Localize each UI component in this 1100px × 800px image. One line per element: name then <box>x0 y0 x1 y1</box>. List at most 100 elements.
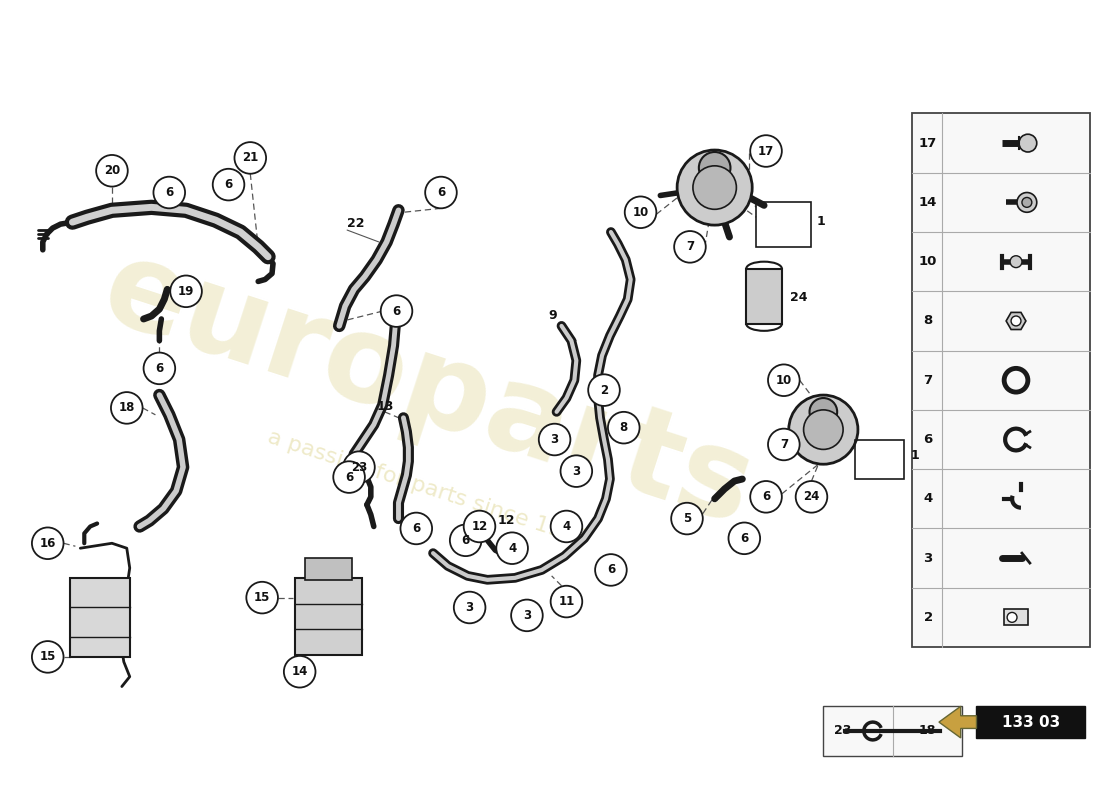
Bar <box>305 558 352 580</box>
Circle shape <box>1011 316 1021 326</box>
Text: 17: 17 <box>758 145 774 158</box>
Circle shape <box>750 481 782 513</box>
Circle shape <box>625 197 657 228</box>
Bar <box>977 706 1086 738</box>
Text: 12: 12 <box>472 520 487 533</box>
Circle shape <box>588 374 619 406</box>
Circle shape <box>450 525 482 556</box>
Text: 7: 7 <box>686 240 694 254</box>
Text: 4: 4 <box>924 492 933 506</box>
Text: 18: 18 <box>918 725 936 738</box>
Circle shape <box>96 155 128 186</box>
Text: 10: 10 <box>632 206 649 218</box>
Circle shape <box>674 231 706 262</box>
Bar <box>855 439 904 479</box>
Circle shape <box>789 395 858 464</box>
Text: 1: 1 <box>816 215 825 228</box>
Text: 133 03: 133 03 <box>1002 714 1060 730</box>
Circle shape <box>426 177 456 208</box>
Circle shape <box>750 135 782 167</box>
Circle shape <box>551 586 582 618</box>
Circle shape <box>32 641 64 673</box>
Text: europarts: europarts <box>89 230 768 550</box>
Text: 19: 19 <box>178 285 195 298</box>
Text: 18: 18 <box>119 402 135 414</box>
Text: 6: 6 <box>412 522 420 535</box>
Circle shape <box>153 177 185 208</box>
Circle shape <box>1022 198 1032 207</box>
Text: 11: 11 <box>559 595 574 608</box>
Circle shape <box>671 502 703 534</box>
Text: 10: 10 <box>918 255 937 268</box>
Polygon shape <box>939 706 977 738</box>
Circle shape <box>810 398 837 426</box>
Circle shape <box>400 513 432 544</box>
Circle shape <box>246 582 278 614</box>
Circle shape <box>170 275 202 307</box>
Circle shape <box>144 353 175 384</box>
Circle shape <box>795 481 827 513</box>
Text: 6: 6 <box>437 186 446 199</box>
Circle shape <box>804 410 843 450</box>
Text: 21: 21 <box>242 151 258 165</box>
Text: 6: 6 <box>345 470 353 483</box>
Circle shape <box>1018 193 1037 212</box>
Circle shape <box>1008 613 1018 622</box>
Circle shape <box>333 462 365 493</box>
Text: 5: 5 <box>683 512 691 525</box>
Circle shape <box>111 392 143 424</box>
Bar <box>823 706 961 756</box>
Text: 14: 14 <box>292 666 308 678</box>
Circle shape <box>595 554 627 586</box>
Bar <box>1004 610 1027 626</box>
Text: 3: 3 <box>572 465 581 478</box>
Text: 15: 15 <box>254 591 271 604</box>
Text: 3: 3 <box>924 551 933 565</box>
Text: 17: 17 <box>918 137 937 150</box>
Text: 6: 6 <box>462 534 470 547</box>
Circle shape <box>464 510 495 542</box>
Text: 4: 4 <box>562 520 571 533</box>
Text: 23: 23 <box>835 725 851 738</box>
Text: 6: 6 <box>155 362 164 375</box>
Text: 22: 22 <box>348 217 364 230</box>
Bar <box>70 578 130 657</box>
Bar <box>295 578 362 655</box>
Text: 3: 3 <box>465 601 474 614</box>
Text: 24: 24 <box>803 490 820 503</box>
Text: 24: 24 <box>790 291 807 304</box>
Text: 10: 10 <box>776 374 792 386</box>
Circle shape <box>496 532 528 564</box>
Text: 6: 6 <box>762 490 770 503</box>
Text: 23: 23 <box>351 461 367 474</box>
Circle shape <box>728 522 760 554</box>
Circle shape <box>1010 256 1022 268</box>
Text: 15: 15 <box>40 650 56 663</box>
Circle shape <box>284 656 316 687</box>
Text: 12: 12 <box>497 514 515 527</box>
Text: 4: 4 <box>508 542 516 554</box>
Text: 6: 6 <box>393 305 400 318</box>
Text: 8: 8 <box>619 421 628 434</box>
Circle shape <box>32 527 64 559</box>
Circle shape <box>561 455 592 487</box>
Text: 14: 14 <box>918 196 937 209</box>
Circle shape <box>768 429 800 460</box>
Circle shape <box>551 510 582 542</box>
Text: 9: 9 <box>549 309 558 322</box>
Circle shape <box>381 295 412 327</box>
Text: 2: 2 <box>924 611 933 624</box>
Text: 20: 20 <box>103 164 120 178</box>
Polygon shape <box>1006 312 1026 330</box>
Text: 6: 6 <box>224 178 233 191</box>
Text: 3: 3 <box>550 433 559 446</box>
Text: 2: 2 <box>600 384 608 397</box>
Text: 6: 6 <box>607 563 615 577</box>
Circle shape <box>698 152 730 184</box>
Circle shape <box>454 592 485 623</box>
Circle shape <box>768 365 800 396</box>
Bar <box>756 202 811 247</box>
Circle shape <box>343 451 375 483</box>
Text: 1: 1 <box>911 450 918 462</box>
Circle shape <box>539 424 571 455</box>
